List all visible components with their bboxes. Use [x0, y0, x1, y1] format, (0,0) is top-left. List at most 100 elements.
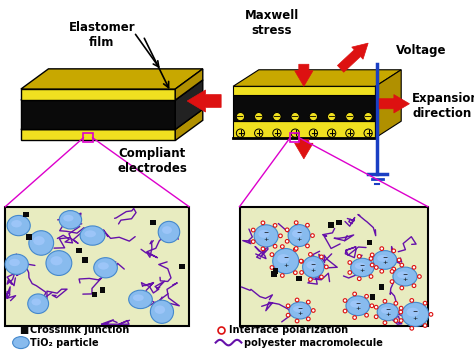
Circle shape [311, 309, 315, 312]
Circle shape [390, 280, 394, 283]
Ellipse shape [254, 225, 278, 247]
Text: −: − [383, 255, 388, 260]
Polygon shape [337, 43, 368, 72]
Circle shape [293, 271, 297, 274]
Polygon shape [21, 80, 203, 100]
Circle shape [309, 253, 312, 256]
Ellipse shape [128, 290, 152, 309]
Ellipse shape [288, 225, 310, 247]
Circle shape [392, 267, 396, 271]
Text: Compliant
electrodes: Compliant electrodes [118, 147, 187, 175]
Circle shape [279, 234, 283, 238]
Circle shape [394, 302, 398, 305]
Text: −: − [355, 300, 360, 305]
Circle shape [343, 309, 347, 313]
Ellipse shape [397, 271, 409, 278]
Text: −: − [273, 112, 281, 122]
Circle shape [410, 298, 414, 302]
Circle shape [251, 240, 255, 243]
Polygon shape [233, 95, 375, 121]
Text: +: + [283, 263, 288, 267]
Ellipse shape [258, 230, 269, 238]
Text: +: + [365, 129, 372, 138]
Text: −: − [310, 112, 318, 122]
Polygon shape [5, 207, 189, 326]
Circle shape [273, 244, 277, 248]
Circle shape [286, 304, 290, 308]
Circle shape [319, 255, 323, 259]
Text: +: + [360, 268, 365, 273]
Text: −: − [264, 230, 269, 235]
Polygon shape [175, 69, 203, 100]
Polygon shape [375, 70, 401, 138]
Circle shape [285, 228, 289, 231]
Circle shape [309, 112, 318, 121]
Polygon shape [82, 257, 88, 263]
Text: Voltage: Voltage [396, 44, 446, 57]
Ellipse shape [273, 248, 299, 274]
Ellipse shape [133, 294, 144, 301]
Text: +: + [385, 312, 391, 317]
Text: −: − [346, 112, 354, 122]
Circle shape [383, 300, 387, 303]
Polygon shape [21, 109, 203, 130]
Text: +: + [297, 311, 303, 316]
Ellipse shape [292, 230, 302, 238]
Ellipse shape [59, 211, 82, 229]
Polygon shape [91, 292, 97, 297]
Circle shape [294, 247, 298, 250]
Ellipse shape [302, 256, 324, 278]
Circle shape [423, 324, 427, 327]
Text: polyester macromolecule: polyester macromolecule [244, 338, 383, 348]
Text: +: + [402, 277, 408, 282]
Text: +: + [297, 237, 302, 242]
Ellipse shape [7, 215, 30, 236]
Polygon shape [175, 80, 203, 130]
Circle shape [307, 300, 310, 304]
Text: ■: ■ [19, 325, 28, 335]
Text: −: − [297, 230, 302, 235]
Circle shape [370, 263, 374, 267]
Polygon shape [379, 95, 410, 113]
Text: Interface polarization: Interface polarization [228, 325, 347, 335]
Polygon shape [21, 69, 203, 89]
Text: −: − [297, 305, 303, 310]
Circle shape [348, 261, 352, 264]
Text: +: + [237, 129, 244, 138]
Circle shape [255, 129, 263, 137]
Polygon shape [328, 222, 334, 228]
Circle shape [369, 257, 373, 260]
Text: +: + [255, 129, 262, 138]
Ellipse shape [150, 300, 173, 323]
Text: +: + [383, 260, 388, 265]
Ellipse shape [50, 256, 63, 265]
Ellipse shape [155, 305, 165, 314]
Ellipse shape [158, 221, 180, 243]
Circle shape [348, 271, 352, 274]
Circle shape [364, 129, 372, 137]
Polygon shape [175, 109, 203, 140]
Ellipse shape [5, 254, 28, 274]
Ellipse shape [80, 226, 105, 245]
Circle shape [346, 112, 354, 121]
Circle shape [251, 228, 255, 232]
Text: +: + [273, 129, 281, 138]
Circle shape [255, 112, 263, 121]
Circle shape [306, 223, 310, 227]
Circle shape [392, 249, 396, 253]
Text: +: + [413, 316, 418, 321]
Polygon shape [21, 130, 175, 140]
Circle shape [281, 245, 284, 248]
Circle shape [383, 321, 387, 325]
Polygon shape [336, 220, 342, 225]
Ellipse shape [13, 337, 29, 348]
Circle shape [273, 112, 281, 121]
Text: +: + [264, 237, 269, 242]
Circle shape [237, 129, 245, 137]
Circle shape [306, 244, 310, 248]
Polygon shape [273, 268, 278, 274]
Text: −: − [310, 261, 316, 266]
Circle shape [273, 129, 281, 137]
Circle shape [399, 319, 403, 323]
Circle shape [399, 306, 403, 310]
